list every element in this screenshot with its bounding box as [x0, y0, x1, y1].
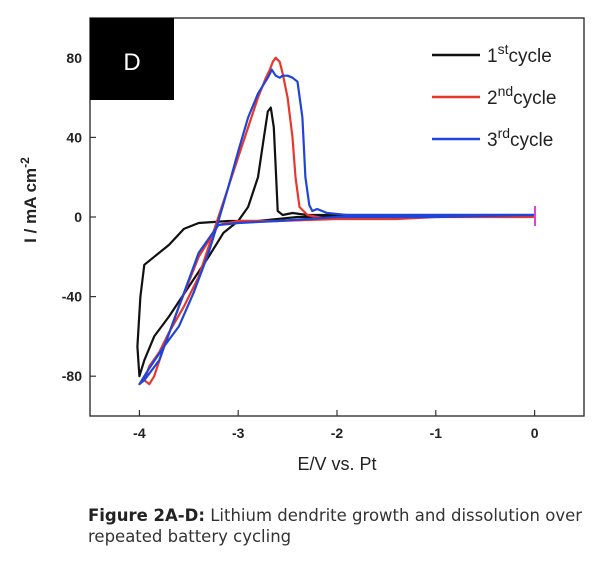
- x-tick-label: -1: [430, 425, 443, 441]
- x-tick-label: -2: [331, 425, 344, 441]
- legend-label-cycle-3: 3rdcycle: [487, 125, 553, 151]
- y-axis-ticks: 80 40 0 -40 -80: [62, 50, 96, 384]
- y-tick-label: -80: [62, 368, 82, 384]
- x-axis-ticks: -4 -3 -2 -1 0: [133, 410, 539, 441]
- legend: 1stcycle 2ndcycle 3rdcycle: [432, 41, 556, 151]
- x-tick-label: -3: [232, 425, 245, 441]
- caption-label: Figure 2A-D:: [88, 506, 205, 525]
- panel-label: D: [123, 49, 140, 76]
- y-axis-label: I / mA cm-2: [18, 157, 40, 243]
- y-tick-label: -40: [62, 289, 82, 305]
- x-axis-label: E/V vs. Pt: [297, 454, 376, 474]
- y-tick-label: 80: [66, 50, 82, 66]
- y-axis-label-exponent: -2: [18, 157, 32, 168]
- legend-label-cycle-1: 1stcycle: [487, 41, 552, 67]
- figure-caption: Figure 2A-D: Lithium dendrite growth and…: [88, 505, 588, 547]
- cv-chart: -4 -3 -2 -1 0 80 40 0 -40 -80 D 1stcycle 2ndcycle…: [18, 17, 585, 474]
- x-tick-label: -4: [133, 425, 146, 441]
- panel-label-box: [90, 18, 174, 100]
- y-tick-label: 0: [74, 209, 82, 225]
- y-tick-label: 40: [66, 129, 82, 145]
- x-tick-label: 0: [531, 425, 539, 441]
- y-axis-label-main: I / mA cm: [21, 168, 40, 243]
- caption-text: Lithium dendrite growth and dissolution …: [88, 506, 583, 546]
- legend-label-cycle-2: 2ndcycle: [487, 83, 556, 109]
- series-layer: [136, 56, 535, 386]
- series-line-cycle-3: [138, 68, 535, 386]
